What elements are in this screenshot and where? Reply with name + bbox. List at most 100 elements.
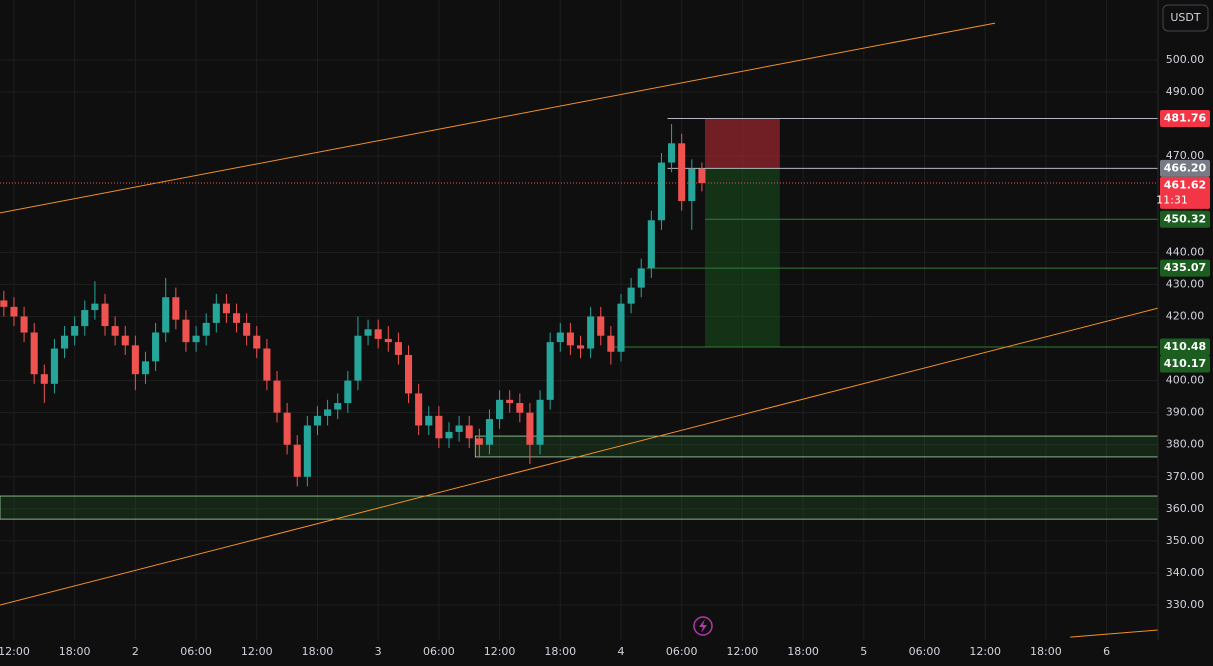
candle-body: [131, 345, 139, 375]
candle-body: [627, 287, 635, 304]
countdown: 11:31: [1156, 193, 1188, 206]
x-tick-label: 5: [860, 645, 867, 658]
price-tag-label: 410.17: [1164, 357, 1206, 370]
candle-body: [364, 329, 372, 336]
candle-body: [475, 438, 483, 445]
candle-body: [313, 415, 322, 426]
price-tag-label: 435.07: [1164, 261, 1206, 274]
candle-body: [334, 403, 342, 410]
price-tag: [1160, 210, 1210, 228]
x-tick-label: 2: [132, 645, 139, 658]
y-tick-label: 360.00: [1166, 502, 1205, 515]
x-tick-label: 6: [1103, 645, 1110, 658]
trendline: [0, 307, 1159, 606]
candle-body: [506, 399, 514, 404]
currency-button[interactable]: USDT: [1162, 4, 1209, 32]
candle-body: [232, 313, 241, 323]
candle-body: [71, 326, 79, 336]
candle-body: [536, 399, 544, 445]
candle-body: [688, 168, 696, 202]
x-tick-label: 12:00: [969, 645, 1001, 658]
candle-body: [202, 322, 210, 336]
x-tick-label: 4: [617, 645, 624, 658]
lightning-icon[interactable]: [699, 619, 707, 633]
x-tick-label: 12:00: [0, 645, 30, 658]
candle-body: [40, 374, 48, 384]
price-tag: [1160, 338, 1210, 356]
candle-body: [668, 143, 676, 163]
candle-body: [192, 335, 200, 343]
candle-body: [10, 306, 18, 317]
candle-body: [678, 143, 686, 202]
y-tick-label: 340.00: [1166, 566, 1205, 579]
candle-body: [50, 348, 58, 384]
candle-body: [587, 316, 595, 349]
candle-body: [425, 415, 433, 426]
candle-body: [101, 303, 109, 327]
x-tick-label: 06:00: [666, 645, 698, 658]
candle-body: [516, 403, 524, 413]
candle-body: [496, 399, 504, 420]
candle-body: [384, 338, 392, 343]
zone: [0, 495, 1159, 520]
candle-body: [354, 335, 362, 381]
x-tick-label: 18:00: [302, 645, 334, 658]
candle-body: [455, 425, 463, 432]
price-tag-label: 461.62: [1164, 178, 1206, 191]
y-tick-label: 440.00: [1166, 245, 1205, 258]
trendline: [0, 22, 996, 214]
y-tick-label: 370.00: [1166, 470, 1205, 483]
trendline: [1070, 629, 1159, 638]
currency-label[interactable]: USDT: [1170, 11, 1201, 24]
target-zone: [704, 168, 780, 347]
zone: [474, 435, 1159, 458]
candle-body: [435, 415, 443, 439]
candle-body: [526, 412, 534, 445]
price-tag: [1160, 109, 1210, 127]
candle-body: [222, 303, 230, 314]
y-tick-label: 380.00: [1166, 438, 1205, 451]
candle-body: [597, 316, 605, 336]
y-tick-label: 470.00: [1166, 149, 1205, 162]
candle-body: [243, 322, 251, 336]
y-tick-label: 490.00: [1166, 85, 1205, 98]
candle-body: [637, 268, 645, 288]
currency-button-frame[interactable]: [1162, 4, 1209, 32]
x-tick-label: 3: [375, 645, 382, 658]
candle-body: [283, 412, 291, 445]
candle-body: [404, 354, 413, 394]
price-tag-label: 466.20: [1164, 161, 1207, 174]
candle-body: [30, 332, 38, 375]
candle-body: [576, 345, 585, 349]
x-tick-label: 18:00: [1030, 645, 1062, 658]
candle-body: [698, 168, 706, 184]
price-tag-label: 481.76: [1164, 111, 1207, 124]
candle-body: [273, 380, 281, 413]
candle-body: [121, 335, 129, 346]
candle-body: [81, 310, 89, 327]
x-tick-label: 06:00: [180, 645, 212, 658]
x-tick-label: 18:00: [59, 645, 91, 658]
y-tick-label: 400.00: [1166, 374, 1205, 387]
y-tick-label: 430.00: [1166, 277, 1205, 290]
x-tick-label: 12:00: [484, 645, 516, 658]
lightning-ring[interactable]: [693, 616, 713, 636]
candle-body: [374, 329, 382, 339]
candle-body: [303, 425, 311, 477]
candle-body: [182, 319, 190, 343]
candle-body: [485, 419, 494, 445]
candle-body: [152, 332, 160, 362]
x-tick-label: 12:00: [727, 645, 759, 658]
candle-body: [546, 342, 554, 400]
candle-body: [344, 380, 352, 404]
price-tag: [1160, 159, 1210, 177]
candle-body: [111, 326, 119, 336]
candle-body: [293, 444, 301, 477]
candle-body: [617, 303, 625, 352]
candle-body: [647, 220, 655, 269]
candle-body: [445, 431, 453, 439]
candle-body: [415, 393, 423, 426]
lightning-button[interactable]: [693, 616, 713, 636]
